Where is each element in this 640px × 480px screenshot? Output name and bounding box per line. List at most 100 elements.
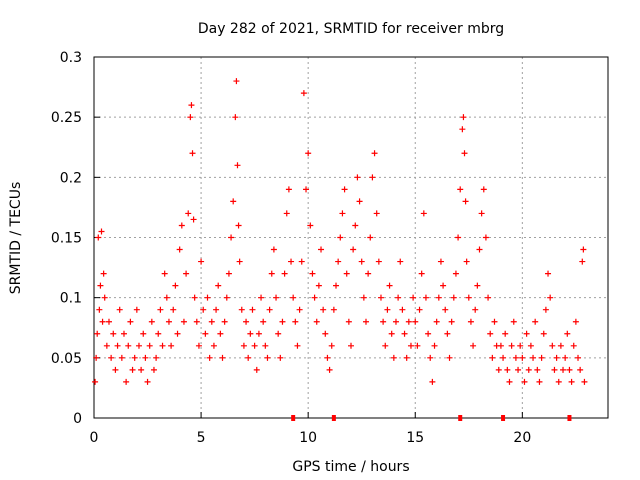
data-point: [570, 342, 577, 349]
y-tick-label: 0.3: [60, 50, 82, 66]
data-point: [221, 318, 228, 325]
data-point: [564, 330, 571, 337]
gap-markers: [291, 415, 572, 421]
data-point: [204, 294, 211, 301]
data-point: [384, 306, 391, 313]
y-tick-label: 0.25: [51, 110, 82, 126]
data-point: [510, 318, 517, 325]
data-point: [243, 318, 250, 325]
data-point: [572, 318, 579, 325]
data-point: [519, 354, 526, 361]
data-point: [399, 306, 406, 313]
data-point: [467, 318, 474, 325]
y-axis-ticks: 0 0.05 0.1 0.15 0.2 0.25 0.3: [51, 50, 100, 427]
data-point: [157, 306, 164, 313]
data-point: [123, 378, 130, 385]
x-tick-label: 10: [299, 430, 317, 446]
data-point: [429, 378, 436, 385]
data-point: [442, 306, 449, 313]
data-point: [517, 342, 524, 349]
data-point: [326, 366, 333, 373]
data-point: [309, 270, 316, 277]
data-point: [105, 318, 112, 325]
data-point: [459, 126, 466, 133]
data-point: [420, 210, 427, 217]
data-point: [515, 366, 522, 373]
data-point: [315, 282, 322, 289]
data-point: [95, 234, 102, 241]
data-point: [144, 378, 151, 385]
data-point: [377, 294, 384, 301]
data-point: [285, 186, 292, 193]
y-tick-label: 0.2: [60, 170, 82, 186]
data-point: [431, 342, 438, 349]
data-point: [131, 354, 138, 361]
data-point: [472, 306, 479, 313]
y-axis-label: SRMTID / TECUs: [8, 182, 24, 295]
data-point: [320, 306, 327, 313]
data-point: [189, 150, 196, 157]
data-point: [225, 270, 232, 277]
data-point: [401, 330, 408, 337]
data-point: [210, 342, 217, 349]
data-point: [388, 330, 395, 337]
data-point: [161, 270, 168, 277]
data-point: [523, 330, 530, 337]
data-point: [290, 294, 297, 301]
data-point: [294, 342, 301, 349]
data-point: [200, 306, 207, 313]
data-point: [491, 318, 498, 325]
data-point: [318, 246, 325, 253]
data-point: [545, 270, 552, 277]
data-point: [163, 294, 170, 301]
data-point: [195, 342, 202, 349]
data-point: [170, 306, 177, 313]
data-points: [92, 78, 588, 385]
data-point: [223, 294, 230, 301]
data-point: [354, 174, 361, 181]
data-point: [253, 366, 260, 373]
data-point: [112, 366, 119, 373]
data-point: [358, 258, 365, 265]
data-point: [352, 222, 359, 229]
data-point: [367, 234, 374, 241]
data-point: [174, 330, 181, 337]
data-point: [127, 318, 134, 325]
data-point: [296, 306, 303, 313]
data-point: [283, 210, 290, 217]
data-point: [330, 306, 337, 313]
data-point: [172, 282, 179, 289]
data-point: [103, 342, 110, 349]
data-point: [527, 342, 534, 349]
data-point: [455, 234, 462, 241]
data-point: [500, 354, 507, 361]
data-point: [180, 318, 187, 325]
data-point: [478, 210, 485, 217]
data-point: [101, 294, 108, 301]
data-point: [217, 330, 224, 337]
data-point: [118, 354, 125, 361]
data-point: [410, 294, 417, 301]
data-point: [208, 318, 215, 325]
data-point: [446, 354, 453, 361]
data-point: [193, 318, 200, 325]
data-point: [416, 306, 423, 313]
data-point: [273, 294, 280, 301]
data-point: [579, 258, 586, 265]
data-point: [233, 78, 240, 85]
data-point: [369, 174, 376, 181]
data-point: [560, 366, 567, 373]
x-tick-label: 0: [90, 430, 99, 446]
data-point: [575, 354, 582, 361]
data-point: [255, 330, 262, 337]
data-point: [362, 318, 369, 325]
data-point: [129, 366, 136, 373]
data-point: [360, 294, 367, 301]
data-point: [345, 318, 352, 325]
gap-marker: [458, 415, 463, 421]
data-point: [249, 306, 256, 313]
data-point: [581, 378, 588, 385]
data-point: [142, 354, 149, 361]
data-point: [279, 318, 286, 325]
